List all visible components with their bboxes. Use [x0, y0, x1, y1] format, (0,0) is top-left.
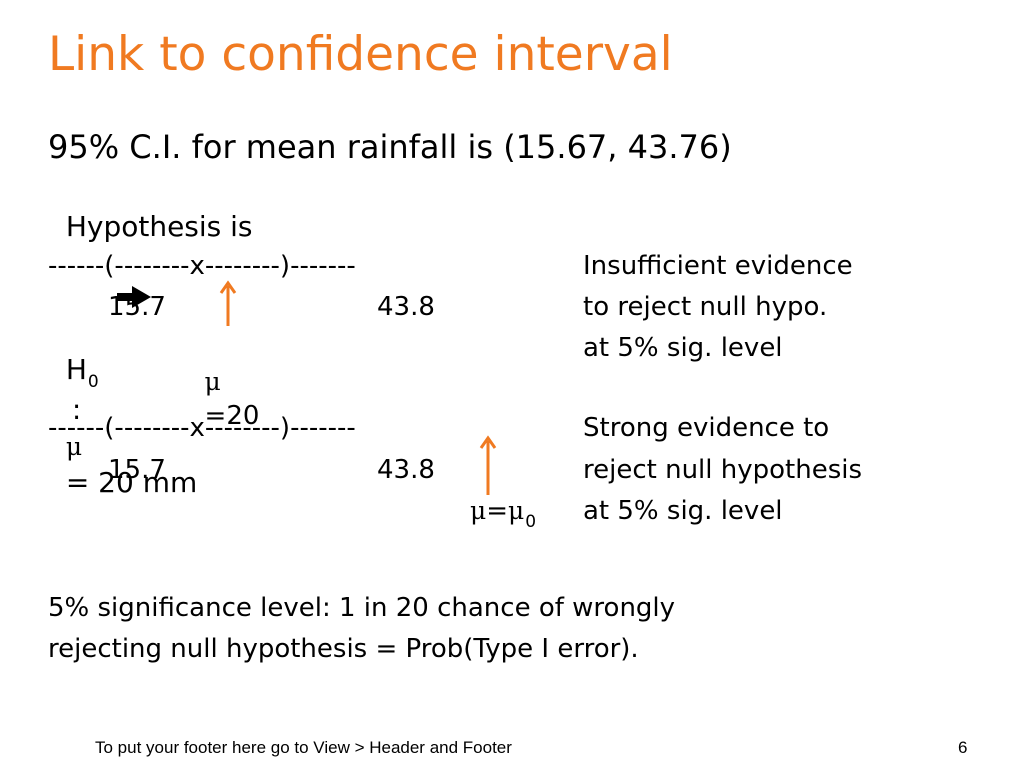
- significance-note-line-2: rejecting null hypothesis = Prob(Type I …: [48, 634, 639, 664]
- mu0-subscript: 0: [525, 512, 537, 532]
- ci-statement: 95% C.I. for mean rainfall is (15.67, 43…: [48, 128, 732, 166]
- up-arrow-icon: [479, 435, 497, 495]
- mu-symbol: μ: [65, 432, 83, 461]
- mu0-symbol: μ: [508, 496, 525, 525]
- h-symbol: H: [65, 353, 87, 386]
- lower-bound-2: 15.7: [108, 455, 166, 485]
- h-subscript: 0: [87, 372, 99, 392]
- up-arrow-icon: [219, 280, 237, 326]
- equals-sign: =: [486, 496, 509, 526]
- mu-symbol: μ: [470, 496, 487, 525]
- mu-value-1: μ =20: [188, 331, 260, 433]
- hypothesis-line: Hypothesis is H0 : μ = 20 mm: [48, 173, 253, 501]
- slide-title: Link to confidence interval: [48, 27, 673, 82]
- conclusion-1-line-1: Insufficient evidence: [583, 251, 853, 281]
- interval-line-1: ------(--------x--------)-------: [48, 251, 356, 281]
- lower-bound-1: 15.7: [108, 292, 166, 322]
- conclusion-2-line-3: at 5% sig. level: [583, 496, 783, 526]
- significance-note-line-1: 5% significance level: 1 in 20 chance of…: [48, 593, 676, 623]
- conclusion-1-line-3: at 5% sig. level: [583, 333, 783, 363]
- conclusion-2-line-2: reject null hypothesis: [583, 455, 863, 485]
- mu-equals-mu0: μ=μ0: [470, 494, 537, 532]
- hypothesis-prefix: Hypothesis is: [65, 210, 253, 243]
- page-number: 6: [958, 738, 968, 757]
- conclusion-2-line-1: Strong evidence to: [583, 413, 830, 443]
- conclusion-1-line-2: to reject null hypo.: [583, 292, 828, 322]
- mu-value: =20: [204, 401, 260, 431]
- upper-bound-2: 43.8: [377, 455, 435, 485]
- interval-line-2: ------(--------x--------)-------: [48, 413, 356, 443]
- arrow-right-icon: [82, 245, 152, 308]
- hypothesis-rest: = 20 mm: [65, 466, 198, 499]
- upper-bound-1: 43.8: [377, 292, 435, 322]
- mu-symbol: μ: [204, 367, 221, 396]
- colon: :: [71, 393, 82, 426]
- footer-text: To put your footer here go to View > Hea…: [95, 738, 512, 757]
